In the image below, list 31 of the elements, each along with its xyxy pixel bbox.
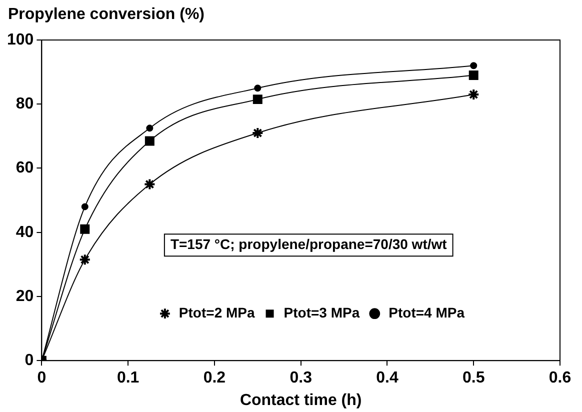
- x-tick-label: 0: [37, 370, 46, 387]
- point: [144, 178, 156, 190]
- x-tick-label: 0.5: [462, 370, 485, 387]
- point: [468, 70, 478, 80]
- x-tick-label: 0.1: [116, 370, 140, 387]
- y-tick-label: 60: [16, 160, 34, 177]
- point: [80, 224, 90, 234]
- point: [468, 88, 480, 100]
- y-tick-label: 20: [16, 288, 34, 305]
- point: [78, 254, 91, 266]
- legend-label: Ptot=4 MPa: [388, 304, 465, 320]
- y-tick-label: 80: [16, 96, 34, 113]
- point: [252, 94, 262, 104]
- legend-label: Ptot=3 MPa: [284, 304, 360, 320]
- y-tick-label: 40: [16, 224, 34, 241]
- x-axis-title: Contact time (h): [240, 392, 362, 409]
- annotation: T=157 °C; propylene/propane=70/30 wt/wt: [170, 236, 448, 252]
- x-tick-label: 0.3: [290, 370, 312, 387]
- y-tick-label: 0: [24, 352, 34, 370]
- x-tick-label: 0.4: [376, 370, 398, 387]
- y-tick-label: 100: [6, 31, 34, 48]
- point: [81, 203, 88, 210]
- point: [252, 126, 264, 139]
- x-tick-label: 0.6: [548, 370, 572, 387]
- x-tick-label: 0.2: [203, 370, 226, 387]
- point: [470, 62, 478, 70]
- legend-label: Ptot=2 MPa: [178, 304, 255, 320]
- point: [144, 136, 154, 146]
- point: [146, 124, 154, 132]
- point: [254, 84, 262, 92]
- y-axis-title: Propylene conversion (%): [8, 6, 204, 24]
